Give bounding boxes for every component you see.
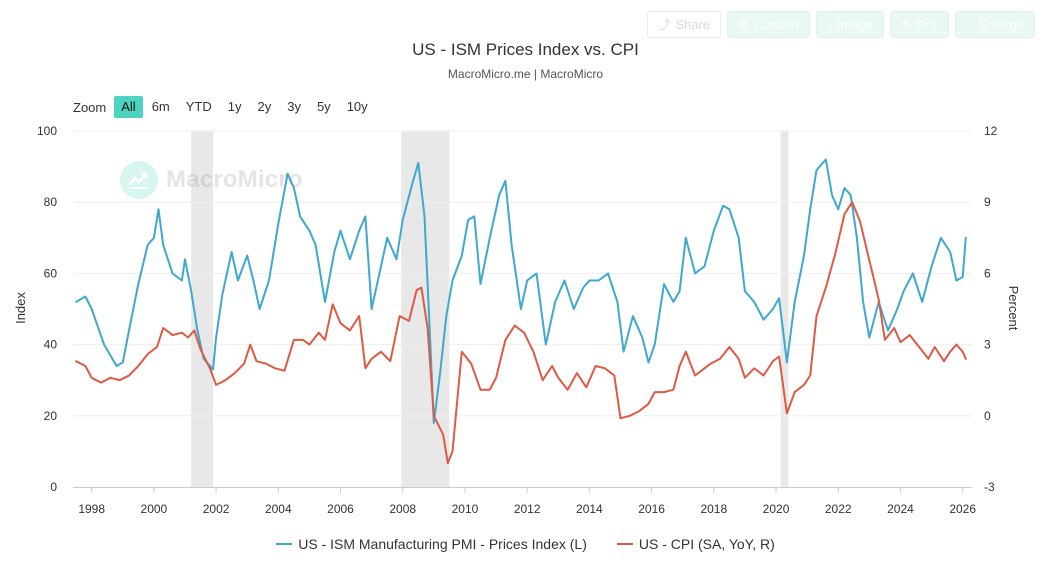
y-tick-label-right: 3 [984, 338, 991, 352]
zoom-3y-button[interactable]: 3y [287, 99, 301, 114]
legend-item-cpi[interactable]: US - CPI (SA, YoY, R) [616, 536, 775, 552]
x-tick-label: 2014 [576, 502, 603, 516]
x-tick-label: 2026 [949, 502, 976, 516]
x-tick-label: 2002 [203, 502, 230, 516]
chart-legend: US - ISM Manufacturing PMI - Prices Inde… [0, 536, 1051, 552]
share-icon: ⤴ [658, 17, 671, 32]
custom-label: Custom [753, 17, 799, 32]
x-tick-label: 2020 [763, 502, 790, 516]
enlarge-label: Enlarge [979, 17, 1024, 32]
download-icon: ⤓ [826, 17, 832, 32]
zoom-10y-button[interactable]: 10y [346, 99, 368, 114]
x-tick-label: 2018 [700, 502, 727, 516]
x-tick-label: 2016 [638, 502, 665, 516]
image-button[interactable]: ⤓ Image [815, 11, 885, 38]
zoom-2y-button[interactable]: 2y [257, 99, 272, 114]
y-tick-label-right: 9 [984, 195, 991, 209]
zoom-1y-button[interactable]: 1y [227, 99, 242, 114]
chart-subtitle: MacroMicro.me | MacroMicro [447, 67, 604, 81]
y-tick-label-right: 0 [984, 409, 991, 423]
enlarge-button[interactable]: ⛶ Enlarge [954, 11, 1035, 38]
legend-swatch-cpi [616, 543, 633, 545]
zoom-ytd-button[interactable]: YTD [185, 99, 212, 114]
legend-label-ism-prices: US - ISM Manufacturing PMI - Prices Inde… [298, 536, 587, 552]
y-axis-label-left: Index [13, 292, 28, 324]
y-tick-label-right: -3 [984, 480, 995, 494]
diy-label: DIY [916, 17, 938, 32]
share-button[interactable]: ⤴ Share [647, 11, 722, 38]
x-tick-label: 2012 [514, 502, 541, 516]
y-tick-label-left: 60 [44, 266, 58, 280]
gridlines [73, 130, 972, 417]
x-tick-label: 2008 [389, 502, 416, 516]
diy-button[interactable]: ✎ DIY [890, 11, 949, 38]
chart-title: US - ISM Prices Index vs. CPI [412, 40, 639, 59]
legend-swatch-ism-prices [276, 543, 293, 545]
axes: 0 20 40 60 80 100 -3 0 3 6 9 12 1998 2000 2002 2004 2006… [37, 124, 998, 516]
recession-band [780, 131, 789, 487]
series-lines [75, 158, 967, 465]
x-tick-label: 2010 [452, 502, 479, 516]
x-tick-label: 2000 [141, 502, 168, 516]
zoom-5y-button[interactable]: 5y [316, 99, 331, 114]
image-label: Image [836, 17, 874, 32]
x-tick-label: 1998 [78, 502, 105, 516]
legend-label-cpi: US - CPI (SA, YoY, R) [638, 536, 775, 552]
y-tick-label-left: 100 [37, 124, 57, 138]
chart-toolbar: ⤴ Share ⚙ Custom ⤓ Image ✎ DIY ⛶ Enlarge [647, 11, 1035, 38]
x-tick-label: 2006 [327, 502, 354, 516]
custom-button[interactable]: ⚙ Custom [727, 11, 810, 38]
share-label: Share [675, 17, 711, 32]
x-tick-label: 2022 [825, 502, 852, 516]
y-tick-label-left: 80 [44, 195, 58, 209]
expand-icon: ⛶ [965, 17, 975, 32]
zoom-label: Zoom [73, 99, 107, 115]
gear-icon: ⚙ [738, 17, 749, 32]
y-tick-label-right: 6 [984, 266, 991, 280]
zoom-selector: Zoom All 6m YTD 1y 2y 3y 5y 10y [73, 96, 377, 118]
pencil-icon: ✎ [901, 17, 912, 32]
y-axis-label-right: Percent [1006, 286, 1021, 331]
series-line-cpi[interactable] [75, 201, 967, 465]
zoom-all-button[interactable]: All [114, 96, 143, 118]
watermark-text: MacroMicro [166, 166, 303, 193]
watermark: MacroMicro [120, 161, 303, 199]
recession-band [191, 131, 213, 487]
series-line-ism-prices[interactable] [75, 158, 967, 424]
y-tick-label-left: 40 [44, 338, 58, 352]
y-tick-label-left: 20 [44, 409, 58, 423]
y-tick-label-left: 0 [50, 480, 57, 494]
legend-item-ism-prices[interactable]: US - ISM Manufacturing PMI - Prices Inde… [276, 536, 587, 552]
x-tick-label: 2024 [887, 502, 914, 516]
y-tick-label-right: 12 [984, 124, 998, 138]
macromicro-logo-icon [120, 161, 158, 199]
zoom-6m-button[interactable]: 6m [151, 99, 170, 114]
x-tick-label: 2004 [265, 502, 292, 516]
